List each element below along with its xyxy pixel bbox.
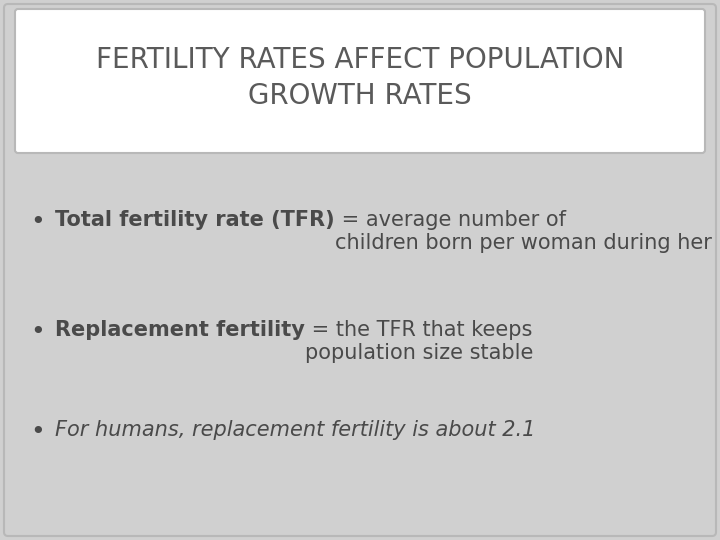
- Text: Total fertility rate (TFR): Total fertility rate (TFR): [55, 210, 335, 230]
- Text: = average number of
children born per woman during her lifetime: = average number of children born per wo…: [335, 210, 720, 253]
- Text: Replacement fertility: Replacement fertility: [55, 320, 305, 340]
- Text: •: •: [30, 420, 45, 444]
- Text: = the TFR that keeps
population size stable: = the TFR that keeps population size sta…: [305, 320, 534, 363]
- Text: •: •: [30, 210, 45, 234]
- Text: FERTILITY RATES AFFECT POPULATION
GROWTH RATES: FERTILITY RATES AFFECT POPULATION GROWTH…: [96, 45, 624, 110]
- FancyBboxPatch shape: [15, 9, 705, 153]
- Text: For humans, replacement fertility is about 2.1: For humans, replacement fertility is abo…: [55, 420, 536, 440]
- Text: •: •: [30, 320, 45, 344]
